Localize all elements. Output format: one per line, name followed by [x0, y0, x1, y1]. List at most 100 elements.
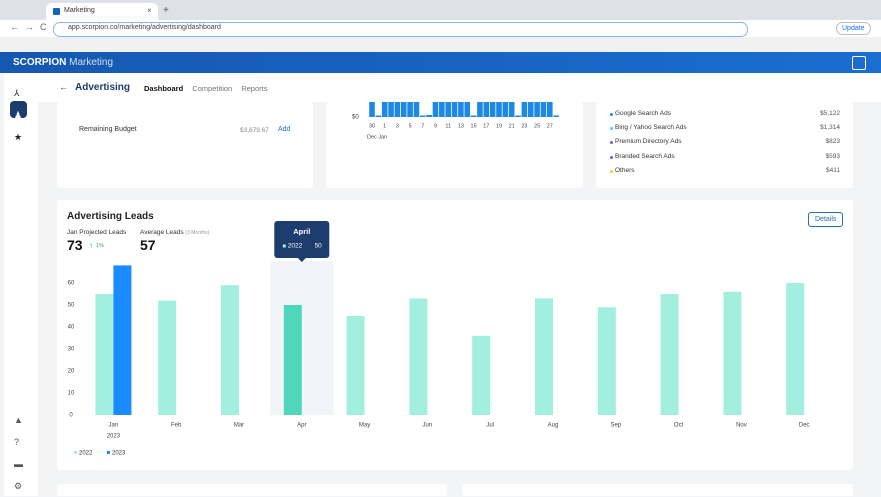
- spend-bar: [458, 102, 464, 117]
- leads-chart: 0 10 20 30 40 50 60 Jan Feb Mar Apr May Jun Jul Aug Sep…: [68, 221, 810, 457]
- average-value: 57: [140, 237, 156, 253]
- spend-bar: [426, 115, 432, 117]
- legend-label[interactable]: 2023: [112, 451, 126, 457]
- tooltip-series: 2022: [288, 243, 303, 250]
- x-tick-label: May: [359, 423, 370, 429]
- tab[interactable]: [46, 3, 158, 20]
- source-name: Google Search Ads: [615, 110, 672, 117]
- sidebar-active[interactable]: [10, 101, 27, 118]
- nav-tab[interactable]: Reports: [241, 84, 268, 93]
- spend-bar: [464, 102, 471, 117]
- x-tick-label: Mar: [234, 423, 244, 429]
- spend-bar: [432, 102, 439, 117]
- details-button[interactable]: Details: [808, 212, 844, 227]
- spend-bar: [420, 115, 426, 117]
- source-value: $1,314: [820, 124, 840, 132]
- spend-bar: [508, 102, 515, 117]
- tooltip-box: [274, 221, 330, 258]
- spend-x-label: 11: [445, 123, 451, 129]
- nav-title: Advertising: [75, 82, 131, 93]
- average-note: (3 Months): [185, 230, 210, 236]
- spend-bar: [540, 102, 547, 117]
- spend-x-label: 17: [483, 123, 489, 129]
- y-tick-label: 10: [68, 391, 75, 397]
- spend-bar: [381, 102, 388, 117]
- spend-x-label: 9: [434, 123, 437, 129]
- x-tick-label: Oct: [674, 423, 684, 429]
- average-label-text: Average Leads: [140, 229, 184, 236]
- spend-bar: [470, 115, 477, 117]
- spend-bar: [489, 102, 496, 117]
- bottom-card-right: [462, 484, 853, 496]
- source-row: Branded Search Ads $593: [609, 153, 840, 167]
- year-label: 2023: [107, 434, 121, 440]
- spend-bar: [388, 102, 394, 117]
- bar: [158, 300, 177, 415]
- nav-bar: [38, 73, 881, 102]
- spend-bar: [515, 115, 521, 117]
- spend-bar: [439, 102, 445, 117]
- spend-bar: [534, 102, 540, 117]
- x-tick-label: Aug: [548, 423, 559, 429]
- sidebar-bottom-icons[interactable]: ▲? ▬ ⚙: [14, 415, 23, 491]
- spend-x-label: 7: [421, 123, 424, 129]
- x-tick-label: Jul: [486, 423, 494, 429]
- source-dot: [610, 155, 613, 159]
- spend-bar: [547, 102, 553, 117]
- spend-x-label: 15: [471, 123, 477, 129]
- source-name: Branded Search Ads: [615, 152, 675, 160]
- x-tick-label: Jan: [109, 423, 119, 429]
- source-value: $593: [825, 152, 840, 160]
- header-icon[interactable]: [852, 56, 866, 70]
- tooltip-title: April: [293, 227, 310, 236]
- spend-x-label: 27: [547, 123, 553, 129]
- sources-card: [596, 102, 853, 188]
- source-value: $823: [825, 138, 840, 146]
- back[interactable]: ←: [59, 82, 68, 92]
- source-row: Others $411: [609, 167, 840, 181]
- legend-label[interactable]: 2022: [79, 451, 93, 457]
- tab-title[interactable]: Marketing: [64, 7, 95, 14]
- tab-icon: [53, 8, 60, 15]
- sidebar-icons[interactable]: ⅄ ♟ ★: [14, 88, 23, 142]
- spend-bar: [375, 115, 382, 117]
- projected-value: 73: [67, 237, 83, 253]
- bar: [597, 307, 616, 415]
- source-value: $411: [826, 166, 840, 174]
- sources-list: Google Search Ads $5,122 Bing / Yahoo Sear…: [609, 110, 840, 181]
- spend-x-label: 1: [383, 123, 386, 129]
- bar: [283, 305, 302, 415]
- bar: [221, 285, 239, 415]
- nav-tab[interactable]: Dashboard: [144, 84, 184, 93]
- nav-tab[interactable]: Competition: [192, 84, 233, 93]
- spend-x-label: 25: [534, 123, 540, 129]
- x-tick-label: Dec: [799, 423, 810, 429]
- bar: [723, 291, 742, 415]
- spend-zero: $0: [352, 115, 359, 121]
- source-name: Others: [615, 166, 635, 174]
- y-tick-label: 60: [68, 281, 75, 287]
- budget-add[interactable]: Add: [278, 126, 291, 133]
- brand-sub: Marketing: [69, 57, 114, 68]
- source-dot: [610, 169, 613, 173]
- spend-x-label: 13: [458, 123, 464, 129]
- y-tick-label: 50: [68, 303, 75, 309]
- source-dot: [610, 141, 613, 145]
- bar: [95, 294, 114, 415]
- new-tab[interactable]: +: [163, 5, 169, 16]
- spend-bar: [407, 102, 413, 117]
- legend-swatch: [107, 451, 110, 454]
- update-button[interactable]: Update: [836, 22, 871, 35]
- bar: [535, 298, 553, 415]
- y-tick-label: 40: [68, 325, 75, 331]
- address-bar[interactable]: [53, 22, 748, 37]
- tab-close[interactable]: ×: [147, 6, 152, 15]
- spend-bar: [369, 102, 375, 117]
- url[interactable]: app.scorpion.co/marketing/advertising/da…: [68, 24, 221, 31]
- nav-buttons[interactable]: ←→C: [10, 22, 53, 32]
- spend-bar: [527, 102, 534, 117]
- spend-bar: [483, 102, 490, 117]
- brand-name: SCORPION: [13, 57, 67, 68]
- spend-x-label: 30: [369, 123, 375, 129]
